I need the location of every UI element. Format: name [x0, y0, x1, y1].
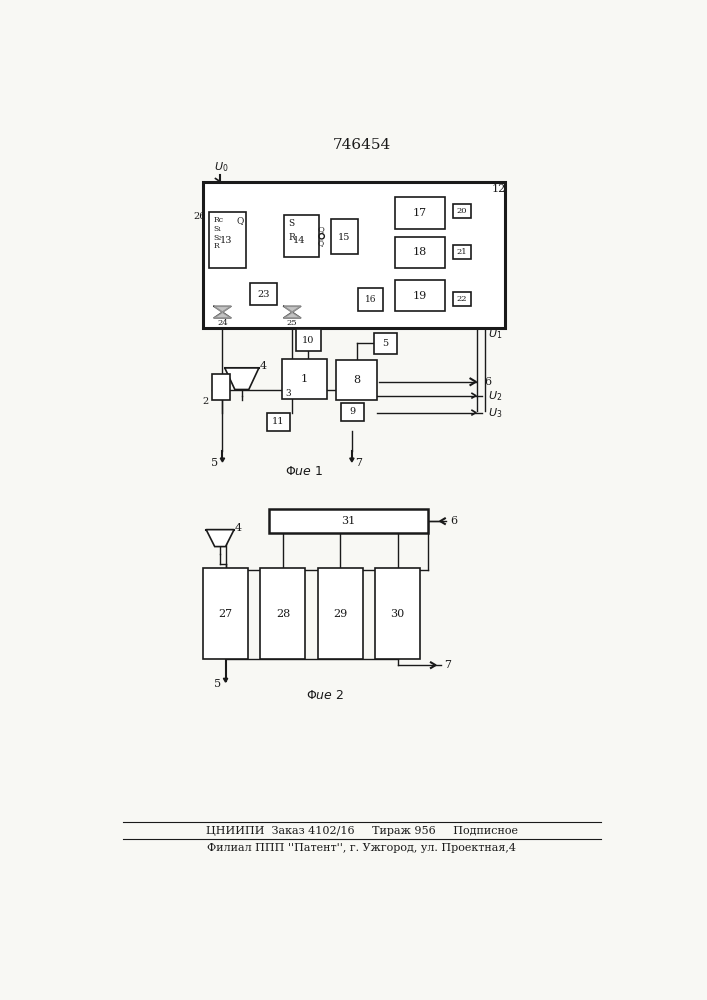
- FancyBboxPatch shape: [452, 204, 472, 218]
- Text: Q: Q: [237, 216, 244, 225]
- Text: Филиал ППП ''Патент'', г. Ужгород, ул. Проектная,4: Филиал ППП ''Патент'', г. Ужгород, ул. П…: [207, 843, 516, 853]
- Text: $\Phi ue\ 1$: $\Phi ue\ 1$: [285, 465, 323, 478]
- Text: 5: 5: [382, 339, 388, 348]
- Polygon shape: [214, 312, 231, 318]
- FancyBboxPatch shape: [395, 280, 445, 311]
- Text: $U_2$: $U_2$: [489, 389, 503, 403]
- Text: 20: 20: [457, 207, 467, 215]
- Text: ЦНИИПИ  Заказ 4102/16     Тираж 956     Подписное: ЦНИИПИ Заказ 4102/16 Тираж 956 Подписное: [206, 826, 518, 836]
- Text: 11: 11: [272, 417, 284, 426]
- Polygon shape: [284, 312, 300, 318]
- FancyBboxPatch shape: [337, 360, 377, 400]
- Text: 3: 3: [286, 389, 291, 398]
- Polygon shape: [350, 458, 354, 462]
- Text: 16: 16: [365, 295, 376, 304]
- Text: 6: 6: [450, 516, 457, 526]
- FancyBboxPatch shape: [395, 197, 445, 229]
- Text: 7: 7: [445, 660, 452, 670]
- Text: 10: 10: [303, 336, 315, 345]
- Text: 30: 30: [390, 609, 404, 619]
- Text: 24: 24: [217, 319, 228, 327]
- Text: 12: 12: [491, 184, 506, 194]
- FancyBboxPatch shape: [373, 333, 397, 354]
- FancyBboxPatch shape: [211, 374, 230, 400]
- FancyBboxPatch shape: [452, 292, 472, 306]
- Text: Q̅: Q̅: [318, 240, 324, 248]
- FancyBboxPatch shape: [267, 413, 290, 431]
- Polygon shape: [206, 530, 234, 547]
- FancyBboxPatch shape: [209, 212, 247, 268]
- Text: 5: 5: [214, 679, 221, 689]
- Text: S₂: S₂: [213, 234, 221, 242]
- FancyBboxPatch shape: [317, 568, 363, 659]
- Text: S: S: [288, 219, 294, 228]
- Polygon shape: [223, 678, 228, 682]
- Text: 8: 8: [353, 375, 360, 385]
- Text: 6: 6: [485, 377, 492, 387]
- FancyBboxPatch shape: [296, 329, 321, 351]
- FancyBboxPatch shape: [395, 237, 445, 268]
- FancyBboxPatch shape: [269, 509, 428, 533]
- FancyBboxPatch shape: [358, 288, 383, 311]
- Polygon shape: [284, 306, 300, 312]
- Text: 5: 5: [211, 458, 218, 468]
- Text: 19: 19: [413, 291, 427, 301]
- Text: Q: Q: [317, 225, 325, 233]
- Text: 14: 14: [293, 236, 305, 245]
- FancyBboxPatch shape: [452, 245, 472, 259]
- Polygon shape: [225, 368, 259, 389]
- FancyBboxPatch shape: [375, 568, 420, 659]
- Text: 21: 21: [457, 248, 467, 256]
- Text: R: R: [288, 233, 295, 242]
- Text: 17: 17: [413, 208, 427, 218]
- Text: $\Phi ue\ 2$: $\Phi ue\ 2$: [305, 689, 344, 702]
- Text: 4: 4: [260, 361, 267, 371]
- Text: 7: 7: [356, 458, 363, 468]
- Text: $U_3$: $U_3$: [489, 406, 503, 420]
- Text: 23: 23: [257, 290, 270, 299]
- Text: 28: 28: [276, 609, 290, 619]
- FancyBboxPatch shape: [250, 283, 277, 305]
- Text: 29: 29: [333, 609, 347, 619]
- Text: Rc: Rc: [213, 216, 223, 224]
- FancyBboxPatch shape: [341, 403, 364, 421]
- Text: 15: 15: [338, 233, 350, 242]
- FancyBboxPatch shape: [203, 568, 248, 659]
- FancyBboxPatch shape: [203, 182, 506, 328]
- FancyBboxPatch shape: [282, 359, 327, 399]
- FancyBboxPatch shape: [331, 219, 358, 254]
- Text: $U_0$: $U_0$: [214, 160, 228, 174]
- Text: R: R: [213, 242, 219, 250]
- Polygon shape: [221, 458, 225, 462]
- Text: 2: 2: [202, 397, 209, 406]
- Text: 22: 22: [457, 295, 467, 303]
- Text: 4: 4: [235, 523, 243, 533]
- Text: $U_1$: $U_1$: [488, 327, 502, 341]
- Text: 746454: 746454: [333, 138, 391, 152]
- Text: 1: 1: [301, 374, 308, 384]
- FancyBboxPatch shape: [260, 568, 305, 659]
- Text: S₁: S₁: [213, 225, 221, 233]
- Text: 9: 9: [349, 407, 356, 416]
- Text: 25: 25: [287, 319, 298, 327]
- Polygon shape: [214, 306, 231, 312]
- Text: 27: 27: [218, 609, 233, 619]
- FancyBboxPatch shape: [284, 215, 319, 257]
- Text: 13: 13: [220, 236, 233, 245]
- Text: 31: 31: [341, 516, 355, 526]
- Text: 26: 26: [194, 212, 206, 221]
- Text: 18: 18: [413, 247, 427, 257]
